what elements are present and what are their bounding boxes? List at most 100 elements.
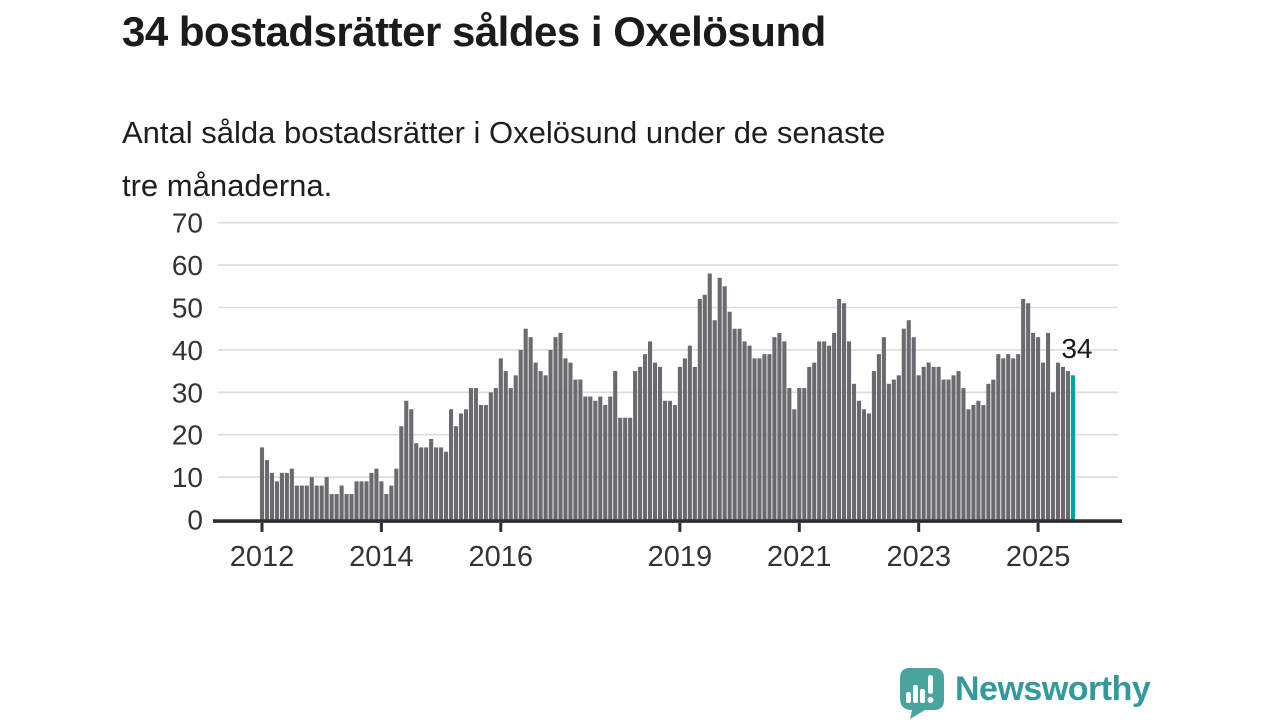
bar — [747, 345, 752, 520]
bar — [578, 379, 583, 520]
bar — [1001, 358, 1006, 520]
x-tick-label-2025: 2025 — [1006, 541, 1071, 573]
bar — [503, 371, 508, 520]
bar — [1006, 354, 1011, 520]
bar — [916, 375, 921, 520]
bar — [757, 358, 762, 520]
subtitle-line-2: tre månaderna. — [122, 168, 333, 203]
bar — [762, 354, 767, 520]
bar — [951, 375, 956, 520]
bar — [822, 341, 827, 520]
bar — [329, 494, 334, 520]
subtitle-line-1: Antal sålda bostadsrätter i Oxelösund un… — [122, 115, 886, 150]
bar — [672, 405, 677, 520]
bar — [981, 405, 986, 520]
bar — [483, 405, 488, 520]
bar — [289, 468, 294, 520]
bar — [528, 337, 533, 520]
bar — [1031, 332, 1036, 520]
bar — [603, 405, 608, 520]
bar — [533, 362, 538, 520]
bar — [837, 299, 842, 520]
bar — [727, 311, 732, 520]
bar — [633, 371, 638, 520]
bar — [667, 400, 672, 520]
newsworthy-logo: Newsworthy — [898, 667, 1151, 720]
bar — [623, 417, 628, 520]
bar — [891, 379, 896, 520]
bar — [946, 379, 951, 520]
page-title: 34 bostadsrätter såldes i Oxelösund — [122, 8, 826, 55]
bar — [498, 358, 503, 520]
bar — [697, 299, 702, 520]
bar — [742, 341, 747, 520]
bar — [1065, 371, 1070, 520]
bar — [1050, 392, 1056, 520]
bar — [1011, 358, 1016, 520]
bar — [429, 438, 434, 520]
bar — [961, 388, 966, 520]
bar — [523, 328, 528, 520]
x-tick-label-2016: 2016 — [469, 541, 534, 573]
x-axis-ticks — [260, 522, 1040, 532]
x-axis-labels: 2012 2014 2016 2019 2021 2023 2025 — [230, 541, 1071, 573]
bar — [906, 320, 911, 520]
x-tick-label-2019: 2019 — [648, 541, 713, 573]
bar — [717, 277, 722, 520]
bar — [369, 472, 374, 520]
y-tick-label-70: 70 — [172, 208, 203, 239]
bar — [802, 388, 807, 520]
y-axis-labels: 0 10 20 30 40 50 60 70 — [172, 208, 203, 536]
bar — [876, 354, 881, 520]
bar — [842, 303, 847, 520]
bar — [563, 358, 568, 520]
bar — [314, 485, 319, 520]
bar — [657, 366, 663, 520]
bar — [309, 477, 314, 520]
bar — [991, 379, 996, 520]
bar — [732, 328, 737, 520]
bar — [473, 388, 478, 520]
bar — [911, 337, 916, 520]
bar — [941, 379, 946, 520]
bar — [568, 362, 573, 520]
bar — [468, 388, 473, 520]
bar — [812, 362, 817, 520]
bar — [518, 349, 523, 520]
bar — [1060, 366, 1066, 520]
bar — [364, 481, 369, 520]
exclamation-dot — [927, 697, 934, 703]
bar — [434, 447, 439, 520]
bar — [1046, 332, 1051, 520]
bar — [583, 396, 588, 520]
bar — [652, 362, 658, 520]
bar — [832, 332, 837, 520]
bar — [588, 396, 593, 520]
bar — [687, 345, 692, 520]
bar — [284, 472, 289, 520]
bar — [797, 388, 802, 520]
bar — [772, 337, 777, 520]
bar — [493, 388, 498, 520]
bar — [593, 400, 598, 520]
y-tick-label-20: 20 — [172, 420, 203, 451]
bar — [404, 400, 409, 520]
bar — [449, 409, 454, 520]
bar — [677, 366, 682, 520]
bar — [956, 371, 961, 520]
bar — [931, 366, 936, 520]
bar — [399, 426, 404, 520]
bar — [643, 354, 648, 520]
bar — [414, 443, 419, 520]
bar — [299, 485, 304, 520]
bar — [1021, 299, 1026, 520]
newsworthy-logo-text: Newsworthy — [955, 670, 1151, 708]
y-tick-label-40: 40 — [172, 335, 203, 366]
bar — [856, 400, 862, 520]
bar — [548, 349, 553, 520]
bar — [752, 358, 757, 520]
bar — [453, 426, 459, 520]
newsworthy-logo-icon — [900, 668, 944, 719]
bar — [682, 358, 687, 520]
bar — [613, 371, 618, 520]
